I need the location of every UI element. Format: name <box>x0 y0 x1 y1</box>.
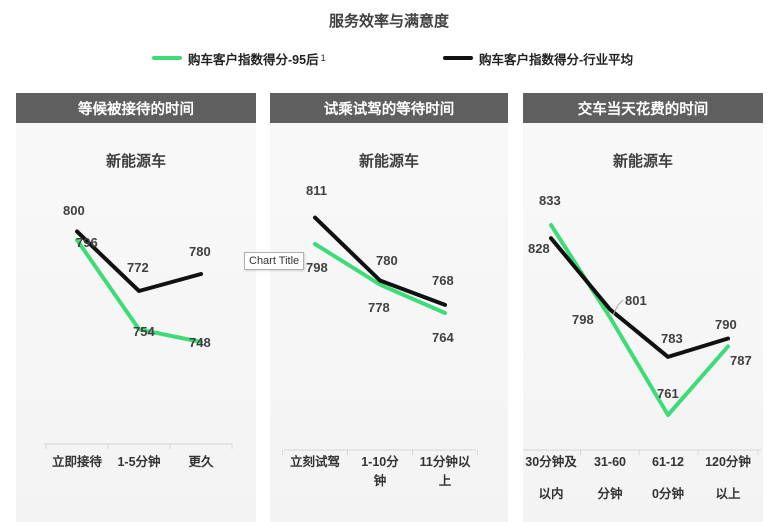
x-tick-label-line: 31-60 <box>594 455 626 469</box>
legend-label-industry: 购车客户指数得分-行业平均 <box>479 52 634 67</box>
data-label-95: 778 <box>368 300 390 315</box>
data-label-industry: 811 <box>306 183 327 198</box>
x-tick-label-line: 更久 <box>188 454 214 469</box>
chart-subtitle: 新能源车 <box>613 152 673 170</box>
line-chart: 新能源车 30分钟及以内 31-60 分钟 61-12 0分钟 120分钟以上 833 798 7… <box>523 152 761 501</box>
data-label-industry: 768 <box>432 273 454 288</box>
x-tick-label-line: 立刻试驾 <box>290 454 340 469</box>
data-label-industry: 801 <box>625 293 647 308</box>
x-tick-label-line: 1-5分钟 <box>117 454 160 469</box>
x-tick-label-line: 120分钟 <box>705 454 751 469</box>
data-label-95: 798 <box>306 260 328 275</box>
data-label-95: 798 <box>572 312 594 327</box>
data-label-industry: 783 <box>661 331 683 346</box>
x-tick-label: 1-5分钟 <box>117 454 160 469</box>
panel-header: 等候被接待的时间 <box>16 93 256 123</box>
x-tick-label-line: 分钟 <box>597 486 622 501</box>
data-label-95: 796 <box>76 235 98 250</box>
x-tick-label-line: 30分钟及 <box>525 454 577 469</box>
legend: 购车客户指数得分-95后 1 购车客户指数得分-行业平均 <box>0 46 778 70</box>
legend-swatch-black <box>443 56 473 60</box>
x-tick-label-line: 上 <box>439 473 452 488</box>
data-label-95: 754 <box>133 324 155 339</box>
panel-test-drive-wait: 试乘试驾的等待时间 新能源车立刻试驾 1-10分钟 11分钟以上 798 778 764 8… <box>270 93 508 522</box>
data-label-industry: 772 <box>127 260 149 275</box>
x-tick-label: 30分钟及以内 <box>525 454 577 501</box>
panel-delivery-time: 交车当天花费的时间 新能源车 30分钟及以内 31-60 分钟 61-12 0分钟 120分… <box>523 93 763 522</box>
x-tick-label: 31-60 分钟 <box>594 455 626 501</box>
x-tick-label: 立刻试驾 <box>290 454 340 469</box>
x-tick-label: 立即接待 <box>52 454 103 469</box>
x-tick-label-line: 1-10分 <box>361 454 399 469</box>
series-industry-line <box>549 236 730 359</box>
data-label-95: 787 <box>730 353 752 368</box>
x-tick-label-line: 以内 <box>538 486 563 501</box>
series-95-line <box>75 238 203 344</box>
series-industry-line <box>75 229 203 293</box>
legend-item-95: 购车客户指数得分-95后 1 <box>152 46 326 70</box>
x-tick-label: 11分钟以上 <box>420 454 471 488</box>
data-label-95: 833 <box>539 193 561 208</box>
panel-waiting-reception: 等候被接待的时间 新能源车立即接待 1-5分钟 更久 796 754 748 800 772 7… <box>16 93 256 522</box>
panel-header: 交车当天花费的时间 <box>523 93 763 123</box>
data-label-95: 764 <box>432 330 454 345</box>
x-tick-label: 更久 <box>188 454 214 469</box>
data-label-industry: 828 <box>528 241 550 256</box>
legend-label-95: 购车客户指数得分-95后 <box>188 52 319 67</box>
x-tick-label-line: 立即接待 <box>52 454 103 469</box>
series-95-line <box>313 242 447 315</box>
x-tick-label-line: 11分钟以 <box>420 454 471 469</box>
series-industry-line <box>313 215 447 307</box>
x-tick-label-line: 0分钟 <box>652 486 684 501</box>
data-label-industry: 780 <box>376 253 398 268</box>
data-label-industry: 790 <box>715 317 737 332</box>
label-leader-line <box>612 299 624 316</box>
data-label-industry: 780 <box>189 244 211 259</box>
chart-title: 服务效率与满意度 <box>328 13 449 30</box>
x-tick-label: 1-10分钟 <box>361 454 399 488</box>
legend-item-industry: 购车客户指数得分-行业平均 <box>443 46 633 70</box>
legend-swatch-green <box>152 56 182 60</box>
panel-header: 试乘试驾的等待时间 <box>270 93 508 123</box>
x-tick-label-line: 钟 <box>374 473 387 488</box>
legend-footnote-marker: 1 <box>320 53 326 63</box>
data-label-industry: 800 <box>63 203 85 218</box>
x-tick-label: 120分钟以上 <box>705 454 751 501</box>
chart-subtitle: 新能源车 <box>106 152 166 170</box>
x-tick-label-line: 以上 <box>715 486 741 501</box>
chart-subtitle: 新能源车 <box>359 152 419 170</box>
data-label-95: 748 <box>189 335 211 350</box>
data-label-95: 761 <box>657 386 679 401</box>
x-tick-label: 61-12 0分钟 <box>652 455 684 501</box>
x-tick-label-line: 61-12 <box>652 455 684 469</box>
chart-title-tooltip: Chart Title <box>244 252 305 270</box>
